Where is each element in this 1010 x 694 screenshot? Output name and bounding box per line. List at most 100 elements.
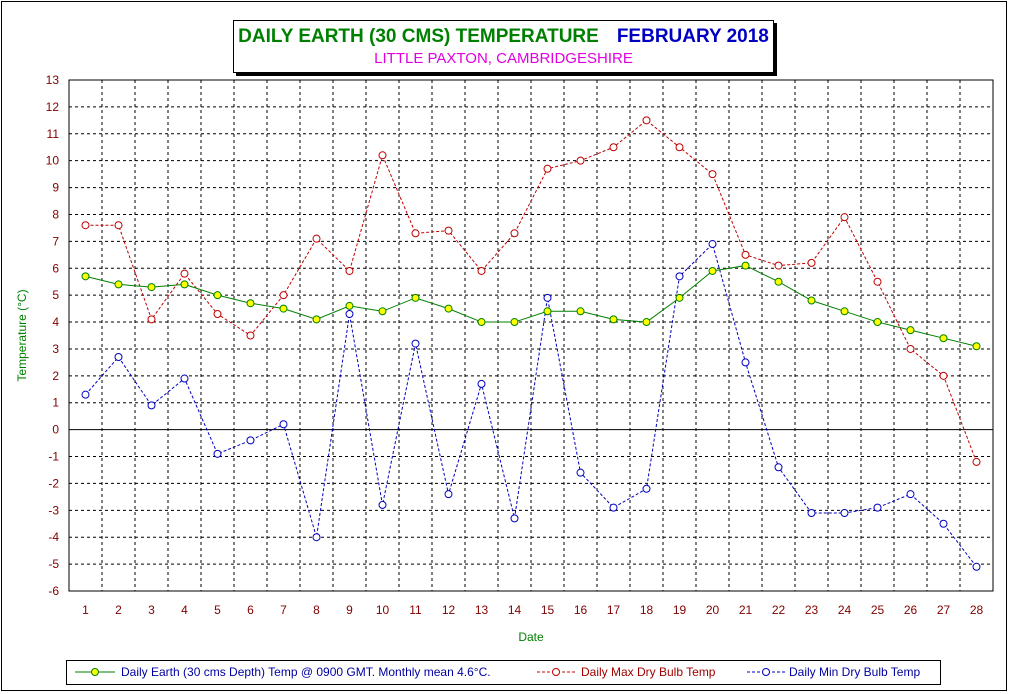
data-point-earth [510, 318, 519, 327]
data-point-earth [774, 277, 783, 286]
data-point-earth [213, 291, 222, 300]
data-point-max [114, 221, 123, 230]
x-tick-label: 21 [739, 603, 753, 617]
data-point-min [114, 353, 123, 362]
x-tick-label: 24 [838, 603, 852, 617]
data-point-max [741, 250, 750, 259]
data-point-max [642, 116, 651, 125]
data-point-max [873, 277, 882, 286]
data-point-min [411, 339, 420, 348]
data-point-earth [114, 280, 123, 289]
y-tick-label: 10 [46, 154, 60, 168]
data-point-earth [81, 272, 90, 281]
data-point-max [939, 371, 948, 380]
data-point-earth [840, 307, 849, 316]
data-point-earth [345, 301, 354, 310]
x-axis-label: Date [518, 630, 544, 644]
data-point-min [840, 509, 849, 518]
data-point-max [807, 258, 816, 267]
data-point-max [774, 261, 783, 270]
series-earth [81, 261, 981, 351]
x-tick-label: 16 [574, 603, 588, 617]
data-point-max [708, 170, 717, 179]
legend-min-symbol [747, 668, 785, 676]
data-point-min [675, 272, 684, 281]
data-point-min [279, 420, 288, 429]
data-point-min [213, 449, 222, 458]
series-line-max [85, 119, 977, 463]
data-point-min [609, 503, 618, 512]
data-point-earth [180, 280, 189, 289]
data-point-earth [246, 299, 255, 308]
data-point-max [675, 143, 684, 152]
y-axis-label: Temperature (°C) [15, 289, 29, 381]
data-point-earth [939, 334, 948, 343]
x-tick-label: 5 [214, 603, 221, 617]
x-tick-label: 22 [772, 603, 786, 617]
x-tick-label: 15 [541, 603, 555, 617]
data-point-earth [675, 293, 684, 302]
y-tick-label: 7 [52, 234, 59, 248]
x-tick-label: 6 [247, 603, 254, 617]
data-point-earth [972, 342, 981, 351]
data-point-min [477, 379, 486, 388]
data-point-max [411, 229, 420, 238]
data-point-earth [906, 326, 915, 335]
y-tick-label: -5 [48, 557, 59, 571]
chart-subtitle: LITTLE PAXTON, CAMBRIDGESHIRE [374, 50, 633, 67]
chart-title: DAILY EARTH (30 CMS) TEMPERATURE [238, 26, 599, 47]
data-point-min [642, 484, 651, 493]
y-tick-label: 9 [52, 181, 59, 195]
x-tick-label: 26 [904, 603, 918, 617]
y-tick-label: 6 [52, 261, 59, 275]
x-tick-label: 3 [148, 603, 155, 617]
data-point-earth [576, 307, 585, 316]
y-tick-label: 5 [52, 288, 59, 302]
data-point-min [180, 374, 189, 383]
data-point-max [180, 269, 189, 278]
legend-min-label: Daily Min Dry Bulb Temp [789, 665, 921, 679]
data-point-max [840, 213, 849, 222]
data-point-max [345, 266, 354, 275]
x-tick-label: 27 [937, 603, 951, 617]
legend: Daily Earth (30 cms Depth) Temp @ 0900 G… [66, 660, 941, 685]
data-point-min [312, 533, 321, 542]
data-point-min [873, 503, 882, 512]
data-point-min [576, 468, 585, 477]
x-tick-label: 25 [871, 603, 885, 617]
x-tick-label: 17 [607, 603, 621, 617]
x-tick-label: 19 [673, 603, 687, 617]
data-point-min [444, 490, 453, 499]
data-point-min [543, 293, 552, 302]
data-point-earth [873, 318, 882, 327]
data-point-max [543, 164, 552, 173]
x-tick-label: 28 [970, 603, 984, 617]
data-point-min [708, 240, 717, 249]
y-tick-label: -6 [48, 584, 59, 598]
data-point-max [972, 457, 981, 466]
legend-earth-symbol [75, 668, 115, 676]
chart-title-month: FEBRUARY 2018 [616, 26, 769, 47]
y-tick-label: 8 [52, 207, 59, 221]
data-point-max [213, 309, 222, 318]
title-box: DAILY EARTH (30 CMS) TEMPERATURE FEBRUARY… [233, 20, 774, 73]
x-tick-label: 18 [640, 603, 654, 617]
grid-lines [69, 80, 993, 591]
title-line: DAILY EARTH (30 CMS) TEMPERATURE FEBRUARY… [234, 26, 773, 48]
y-tick-label: -1 [48, 450, 59, 464]
x-tick-label: 13 [475, 603, 489, 617]
legend-max-label: Daily Max Dry Bulb Temp [581, 665, 716, 679]
legend-symbols [75, 668, 785, 676]
data-point-earth [543, 307, 552, 316]
data-point-max [609, 143, 618, 152]
series-line-min [85, 243, 977, 568]
data-point-max [147, 315, 156, 324]
data-point-max [279, 291, 288, 300]
legend-earth-label: Daily Earth (30 cms Depth) Temp @ 0900 G… [121, 665, 491, 679]
data-point-max [444, 226, 453, 235]
data-point-earth [642, 318, 651, 327]
data-point-max [312, 234, 321, 243]
series-line-earth [85, 265, 977, 347]
x-tick-label: 12 [442, 603, 456, 617]
